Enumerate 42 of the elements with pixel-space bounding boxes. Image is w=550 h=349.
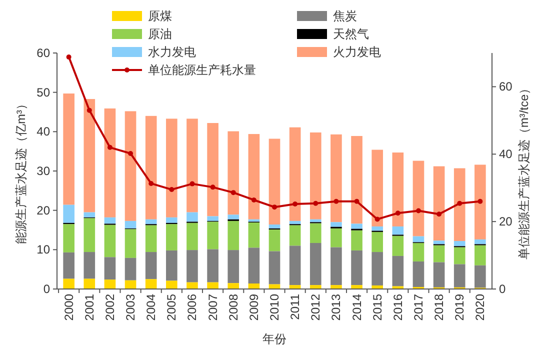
x-tick-label: 2011: [288, 294, 302, 320]
x-tick-label: 2015: [370, 294, 384, 321]
x-tick-label: 2000: [62, 294, 76, 321]
x-tick-label: 2010: [268, 294, 282, 321]
x-tick-label: 2005: [164, 294, 179, 321]
y-axis-title: 能源生产蓝水足迹（亿m³）: [14, 98, 28, 244]
legend-label: 原油: [148, 27, 172, 41]
x-tick-label: 2004: [144, 294, 158, 321]
y2-tick-label: 0: [499, 282, 506, 296]
x-tick-label: 2020: [473, 294, 488, 321]
x-tick-label: 2009: [246, 294, 261, 321]
y-tick-label: 10: [36, 242, 50, 257]
legend-label: 单位能源生产耗水量: [148, 63, 256, 77]
x-tick-label: 2012: [308, 294, 323, 321]
x-axis-title: 年份: [262, 332, 286, 346]
x-tick-label: 2018: [432, 294, 446, 321]
x-tick-label: 2001: [82, 294, 96, 321]
legend-label: 原煤: [148, 9, 172, 23]
y2-tick-label: 40: [499, 147, 513, 162]
legend-label: 水力发电: [148, 45, 196, 59]
x-tick-label: 2014: [350, 294, 364, 321]
y-tick-label: 50: [36, 85, 50, 100]
y2-axis-title: 单位能源生产蓝水足迹（m³/tce）: [517, 82, 531, 260]
x-tick-label: 2017: [411, 294, 426, 321]
x-tick-label: 2019: [452, 294, 467, 321]
y2-tick-label: 60: [499, 80, 513, 94]
x-tick-label: 2013: [329, 294, 344, 321]
x-tick-label: 2007: [206, 294, 220, 321]
x-tick-label: 2008: [226, 294, 240, 321]
legend-label: 天然气: [333, 27, 369, 41]
y-tick-label: 30: [36, 164, 50, 178]
x-tick-label: 2006: [185, 294, 200, 321]
y-tick-label: 60: [36, 46, 50, 60]
y-tick-label: 20: [36, 203, 50, 218]
y-tick-label: 0: [43, 282, 50, 296]
x-tick-label: 2016: [390, 294, 405, 321]
y-tick-label: 40: [36, 124, 50, 139]
x-tick-label: 2002: [102, 294, 117, 321]
legend-label: 焦炭: [333, 9, 357, 23]
y2-tick-label: 20: [499, 214, 513, 229]
x-tick-label: 2003: [124, 294, 138, 321]
legend-label: 火力发电: [333, 45, 381, 59]
